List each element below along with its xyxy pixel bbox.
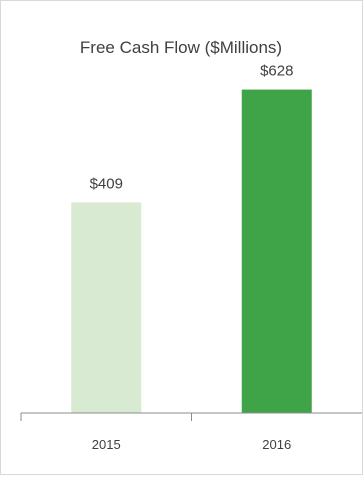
- value-label-2016: $628: [260, 63, 293, 80]
- chart-title: Free Cash Flow ($Millions): [80, 38, 282, 57]
- bar-2016: [241, 89, 312, 413]
- value-label-2015: $409: [90, 175, 123, 192]
- bars-group: [71, 89, 312, 413]
- value-labels-group: $409 $628: [90, 63, 294, 193]
- bar-2015: [71, 202, 142, 413]
- x-axis-ticks: [20, 413, 192, 421]
- category-labels-group: 2015 2016: [92, 437, 291, 452]
- category-label-2015: 2015: [92, 437, 121, 452]
- category-label-2016: 2016: [262, 437, 291, 452]
